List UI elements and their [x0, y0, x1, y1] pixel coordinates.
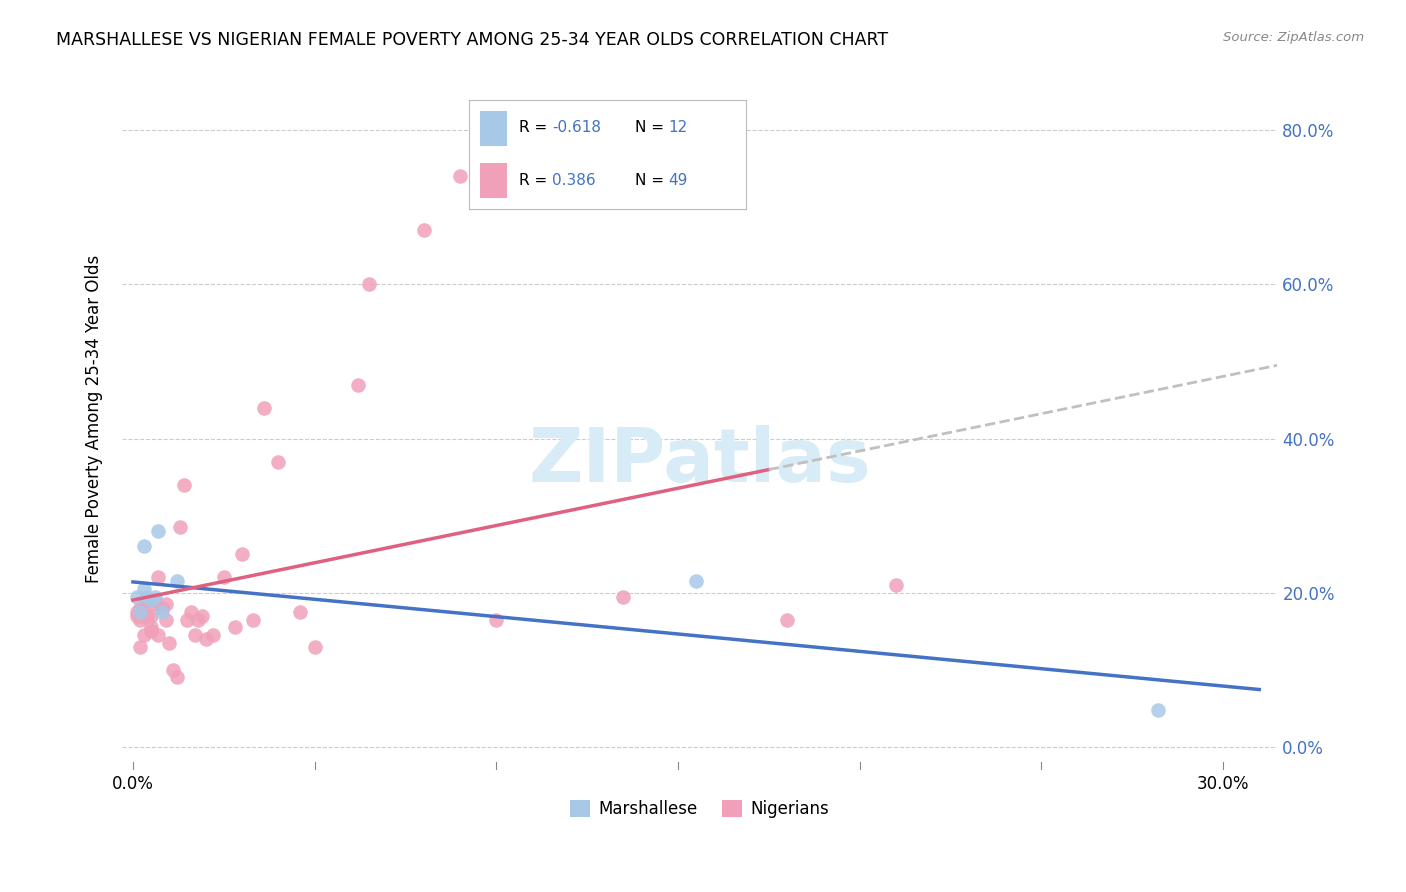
Point [129, 613, 152, 627]
Point [347, 377, 370, 392]
Point [166, 671, 188, 685]
Point [125, 590, 148, 604]
Point [129, 640, 152, 654]
Point [176, 613, 198, 627]
Point [136, 590, 159, 604]
Point [169, 520, 191, 534]
Point [242, 613, 264, 627]
Point [162, 663, 184, 677]
Text: ZIPatlas: ZIPatlas [529, 425, 872, 498]
Point [884, 578, 907, 592]
Point [148, 570, 170, 584]
Point [150, 605, 173, 619]
Point [132, 608, 155, 623]
Point [194, 632, 217, 646]
Point [685, 574, 707, 589]
Point [187, 613, 209, 627]
Point [139, 593, 162, 607]
Point [139, 620, 162, 634]
Point [612, 590, 634, 604]
Text: MARSHALLESE VS NIGERIAN FEMALE POVERTY AMONG 25-34 YEAR OLDS CORRELATION CHART: MARSHALLESE VS NIGERIAN FEMALE POVERTY A… [56, 31, 889, 49]
Point [183, 628, 205, 642]
Point [150, 601, 173, 615]
Point [148, 524, 170, 538]
Point [485, 613, 508, 627]
Point [412, 223, 434, 237]
Point [125, 608, 148, 623]
Point [132, 582, 155, 596]
Point [166, 574, 188, 589]
Point [288, 605, 311, 619]
Point [139, 608, 162, 623]
Point [191, 608, 214, 623]
Point [201, 628, 224, 642]
Point [143, 597, 166, 611]
Point [180, 605, 202, 619]
Point [253, 401, 276, 415]
Point [136, 608, 159, 623]
Point [231, 547, 253, 561]
Point [139, 624, 162, 639]
Point [212, 570, 235, 584]
Point [155, 597, 177, 611]
Y-axis label: Female Poverty Among 25-34 Year Olds: Female Poverty Among 25-34 Year Olds [86, 255, 103, 583]
Point [304, 640, 326, 654]
Point [129, 601, 152, 615]
Point [359, 277, 381, 292]
Point [150, 601, 173, 615]
Point [143, 593, 166, 607]
Point [173, 477, 195, 491]
Point [157, 636, 180, 650]
Legend: Marshallese, Nigerians: Marshallese, Nigerians [564, 793, 837, 825]
Text: Source: ZipAtlas.com: Source: ZipAtlas.com [1223, 31, 1364, 45]
Point [1146, 703, 1168, 717]
Point [136, 593, 159, 607]
Point [449, 169, 471, 184]
Point [132, 540, 155, 554]
Point [155, 613, 177, 627]
Point [132, 597, 155, 611]
Point [224, 620, 246, 634]
Point [148, 628, 170, 642]
Point [143, 590, 166, 604]
Point [267, 455, 290, 469]
Point [125, 605, 148, 619]
Point [132, 628, 155, 642]
Point [776, 613, 799, 627]
Point [129, 605, 152, 619]
